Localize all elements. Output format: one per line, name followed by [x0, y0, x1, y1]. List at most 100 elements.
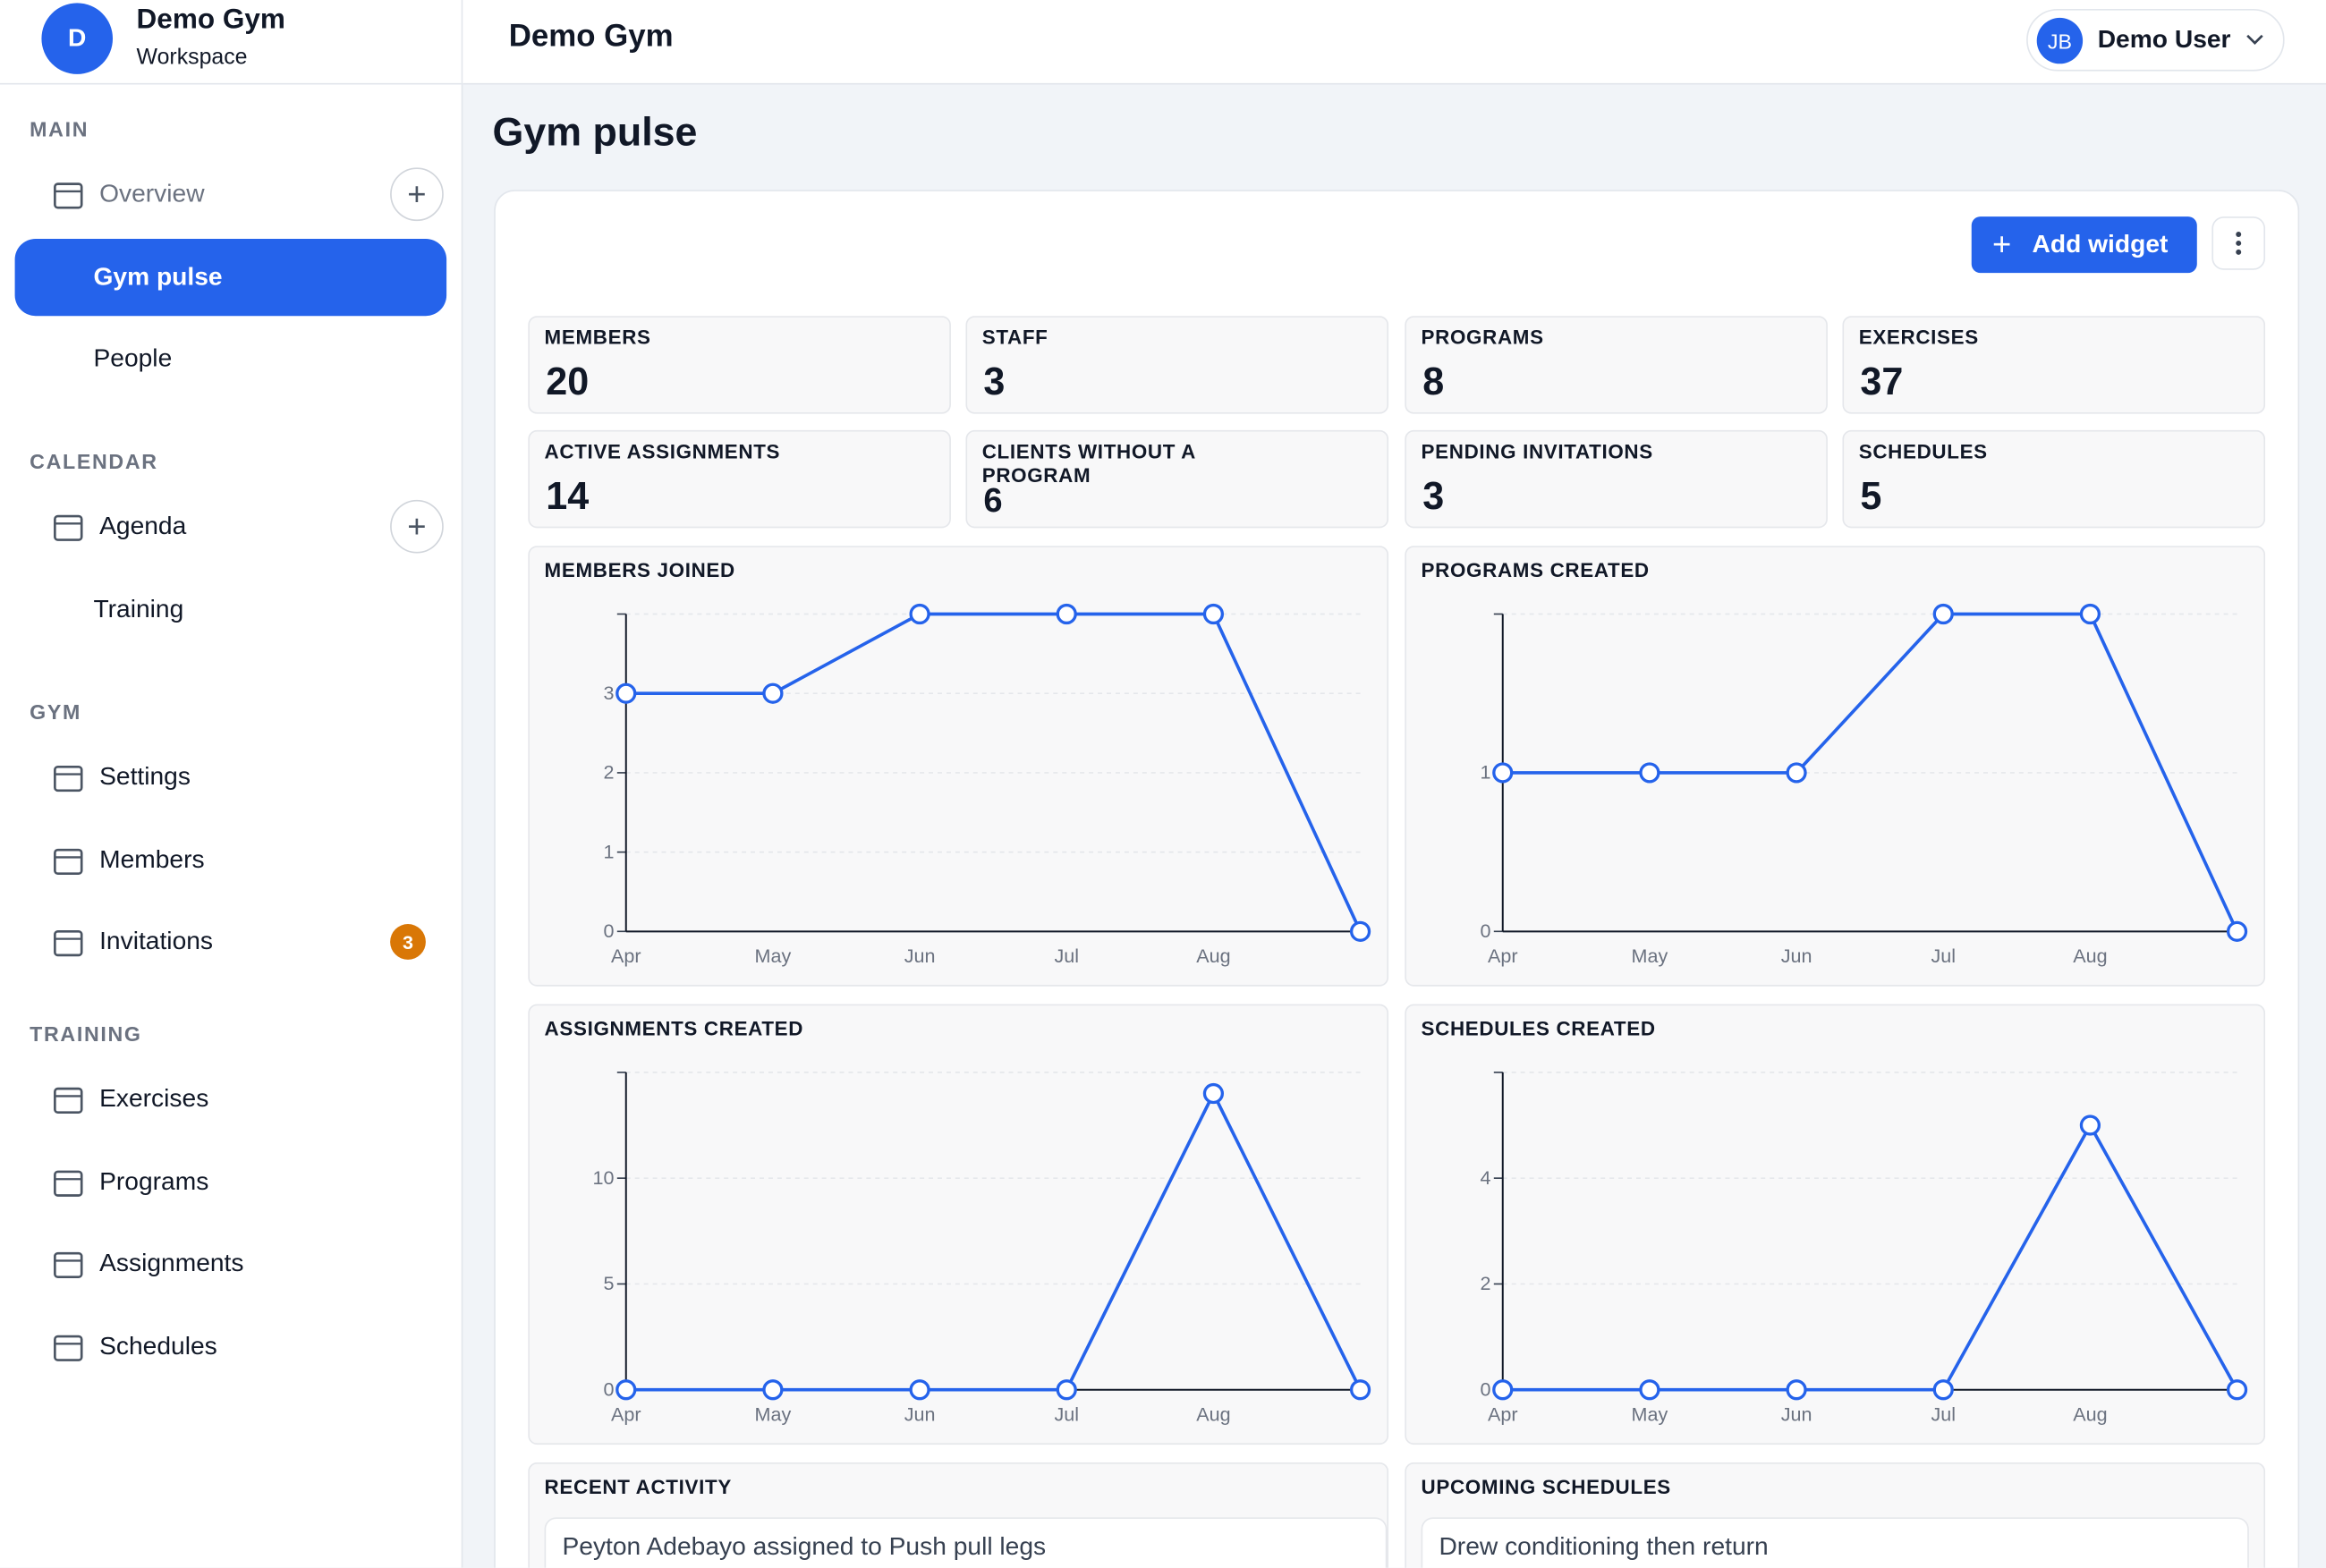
nav-icon [54, 848, 83, 876]
stat-value: 6 [983, 480, 1003, 520]
page-title: Gym pulse [492, 109, 698, 155]
topbar: Demo Gym JB Demo User [463, 0, 2326, 85]
data-point [2079, 1115, 2101, 1136]
user-menu[interactable]: JB Demo User [2026, 8, 2285, 72]
x-tick-label: Apr [611, 1403, 641, 1426]
nav-icon [54, 930, 83, 957]
nav-item[interactable]: Members [99, 845, 205, 874]
nav-item[interactable]: Gym pulse [93, 262, 223, 292]
chart: 0 1 Apr May Jun Jul Aug [1481, 603, 2248, 967]
y-tick-label: 4 [1481, 1166, 1491, 1189]
data-point [2079, 603, 2101, 625]
data-point [2226, 1379, 2248, 1401]
y-tick-label: 0 [1481, 1377, 1491, 1400]
icon-shape [54, 765, 83, 792]
y-tick-label: 0 [1481, 920, 1491, 942]
workspace-avatar[interactable]: D [41, 3, 114, 74]
stat-value: 3 [1422, 472, 1445, 518]
stat-value: 5 [1860, 472, 1882, 518]
nav-item[interactable]: Agenda [99, 512, 187, 540]
stat-card: STAFF 3 [965, 316, 1389, 414]
icon-shape [54, 1087, 83, 1114]
workspace-subtitle: Workspace [136, 44, 248, 70]
nav-item-active[interactable] [14, 238, 447, 317]
workspace-name: Demo Gym [136, 4, 285, 36]
x-tick-label: Jul [1931, 945, 1956, 967]
chart-title: MEMBERS JOINED [544, 559, 735, 582]
stat-value: 8 [1422, 359, 1445, 404]
data-line [625, 612, 1362, 933]
icon-shape [54, 182, 83, 209]
sidebar: D Demo Gym Workspace MAIN Overview + Gym pu… [0, 0, 463, 1568]
nav-item[interactable]: Settings [99, 762, 191, 791]
data-point [909, 1379, 930, 1401]
stat-value: 3 [983, 359, 1006, 404]
stat-label: PROGRAMS [1421, 326, 1544, 349]
nav-item[interactable]: Programs [99, 1167, 209, 1196]
x-tick-label: Jul [1054, 945, 1079, 967]
stat-label: SCHEDULES [1858, 440, 1988, 463]
plus-icon: + [1991, 225, 2012, 263]
x-tick-label: May [1632, 945, 1668, 967]
data-point [615, 682, 637, 704]
section-title: MAIN [30, 116, 89, 141]
data-point [1932, 603, 1954, 625]
stat-card: EXERCISES 37 [1842, 316, 2266, 414]
x-tick-label: Aug [1196, 1403, 1230, 1426]
x-tick-label: Aug [2073, 1403, 2107, 1426]
nav-item[interactable]: Assignments [99, 1249, 244, 1277]
add-widget-button[interactable]: + Add widget [1971, 216, 2197, 274]
nav-icon [54, 1087, 83, 1114]
stat-card: CLIENTS WITHOUT A PROGRAM 6 [965, 429, 1389, 529]
nav-item[interactable]: Training [93, 594, 184, 623]
more-icon [2236, 232, 2242, 255]
stat-value: 20 [546, 359, 590, 404]
data-point [1639, 1379, 1660, 1401]
data-point [1492, 762, 1514, 784]
data-point [762, 682, 784, 704]
chart-panel: MEMBERS JOINED 0 1 2 3 Apr May Jun Jul Aug [528, 546, 1389, 987]
icon-shape [54, 514, 83, 541]
y-tick-label: 1 [604, 840, 615, 862]
nav-item[interactable]: Exercises [99, 1084, 209, 1113]
stat-card: PENDING INVITATIONS 3 [1405, 429, 1828, 529]
x-tick-label: Apr [1488, 945, 1518, 967]
divider [0, 82, 462, 85]
x-tick-label: Aug [2073, 945, 2107, 967]
x-tick-label: Jul [1054, 1403, 1079, 1426]
nav-item[interactable]: Schedules [99, 1332, 217, 1360]
x-tick-label: Apr [1488, 1403, 1518, 1426]
nav-icon [54, 514, 83, 541]
stat-label: ACTIVE ASSIGNMENTS [544, 440, 781, 463]
data-point [1056, 603, 1077, 625]
add-button[interactable]: + [390, 499, 444, 554]
nav-item[interactable]: People [93, 343, 173, 373]
add-widget-label: Add widget [2032, 230, 2169, 259]
data-point [2226, 920, 2248, 942]
data-line [1502, 612, 2239, 933]
nav-item[interactable]: Overview [99, 179, 205, 208]
stat-card: MEMBERS 20 [528, 316, 951, 414]
data-point [1202, 1082, 1225, 1105]
y-tick-label: 1 [1481, 761, 1491, 784]
nav-icon [54, 1251, 83, 1279]
icon-shape [54, 1335, 83, 1361]
section-title: CALENDAR [30, 449, 158, 473]
data-point [1639, 762, 1660, 784]
stat-value: 37 [1860, 359, 1904, 404]
stat-label: STAFF [981, 326, 1048, 349]
nav-icon [54, 1335, 83, 1361]
section-title: TRAINING [30, 1021, 142, 1047]
data-point [762, 1379, 784, 1401]
list-item[interactable]: Drew conditioning then return [1421, 1517, 2249, 1568]
y-tick-label: 2 [604, 761, 615, 784]
data-line [625, 1089, 1362, 1392]
add-button[interactable]: + [390, 167, 444, 222]
nav-item[interactable]: Invitations [99, 927, 214, 955]
more-button[interactable] [2211, 216, 2266, 270]
list-item[interactable]: Peyton Adebayo assigned to Push pull leg… [544, 1517, 1388, 1568]
x-tick-label: Jun [1781, 945, 1812, 967]
data-point [1056, 1379, 1077, 1401]
y-tick-label: 0 [604, 920, 615, 942]
x-tick-label: May [1632, 1403, 1668, 1426]
